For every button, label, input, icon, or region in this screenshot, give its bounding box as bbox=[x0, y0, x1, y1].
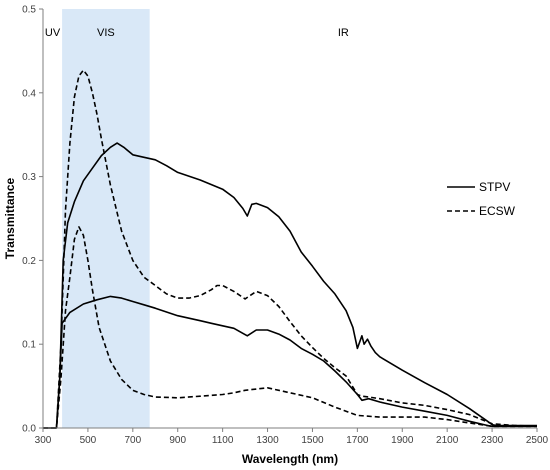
y-tick-label: 0.2 bbox=[22, 256, 36, 267]
legend-label-stpv: STPV bbox=[479, 180, 510, 194]
series-line-ecsw-2 bbox=[43, 69, 538, 429]
region-label-ir: IR bbox=[338, 27, 349, 39]
y-tick-label: 0.1 bbox=[22, 340, 36, 351]
series-line-stpv-0 bbox=[43, 142, 537, 429]
x-tick-label: 1100 bbox=[212, 435, 234, 446]
x-tick-label: 2300 bbox=[481, 435, 504, 446]
x-tick-label: 700 bbox=[124, 435, 141, 446]
x-tick-label: 1500 bbox=[301, 435, 324, 446]
y-axis-title: Transmittance bbox=[3, 177, 17, 259]
y-tick-label: 0.3 bbox=[22, 172, 36, 183]
x-tick-label: 2100 bbox=[436, 435, 459, 446]
y-tick-label: 0.5 bbox=[22, 5, 36, 16]
x-tick-label: 300 bbox=[35, 435, 52, 446]
x-tick-label: 500 bbox=[80, 435, 97, 446]
spectral-regions: UV VIS IR bbox=[45, 9, 349, 428]
x-tick-label: 1900 bbox=[391, 435, 414, 446]
x-tick-label: 1700 bbox=[346, 435, 369, 446]
region-label-uv: UV bbox=[45, 27, 61, 39]
legend: STPV ECSW bbox=[447, 180, 516, 218]
x-tick-label: 900 bbox=[169, 435, 186, 446]
y-axis-ticks: 0.0 0.1 0.2 0.3 0.4 0.5 bbox=[22, 5, 43, 435]
region-band-vis bbox=[62, 9, 150, 428]
x-tick-label: 1300 bbox=[256, 435, 279, 446]
x-axis-ticks: 300 500 700 900 1100 1300 1500 1700 1900 2100 2300… bbox=[35, 428, 549, 446]
series-line-ecsw-3 bbox=[43, 226, 537, 429]
x-tick-label: 2500 bbox=[526, 435, 549, 446]
legend-label-ecsw: ECSW bbox=[479, 204, 516, 218]
series-lines bbox=[43, 69, 538, 429]
series-line-stpv-1 bbox=[43, 295, 537, 429]
region-label-vis: VIS bbox=[97, 27, 115, 39]
y-tick-label: 0.4 bbox=[22, 88, 36, 99]
y-tick-label: 0.0 bbox=[22, 424, 36, 435]
x-axis-title: Wavelength (nm) bbox=[242, 452, 338, 466]
axes bbox=[42, 9, 537, 429]
